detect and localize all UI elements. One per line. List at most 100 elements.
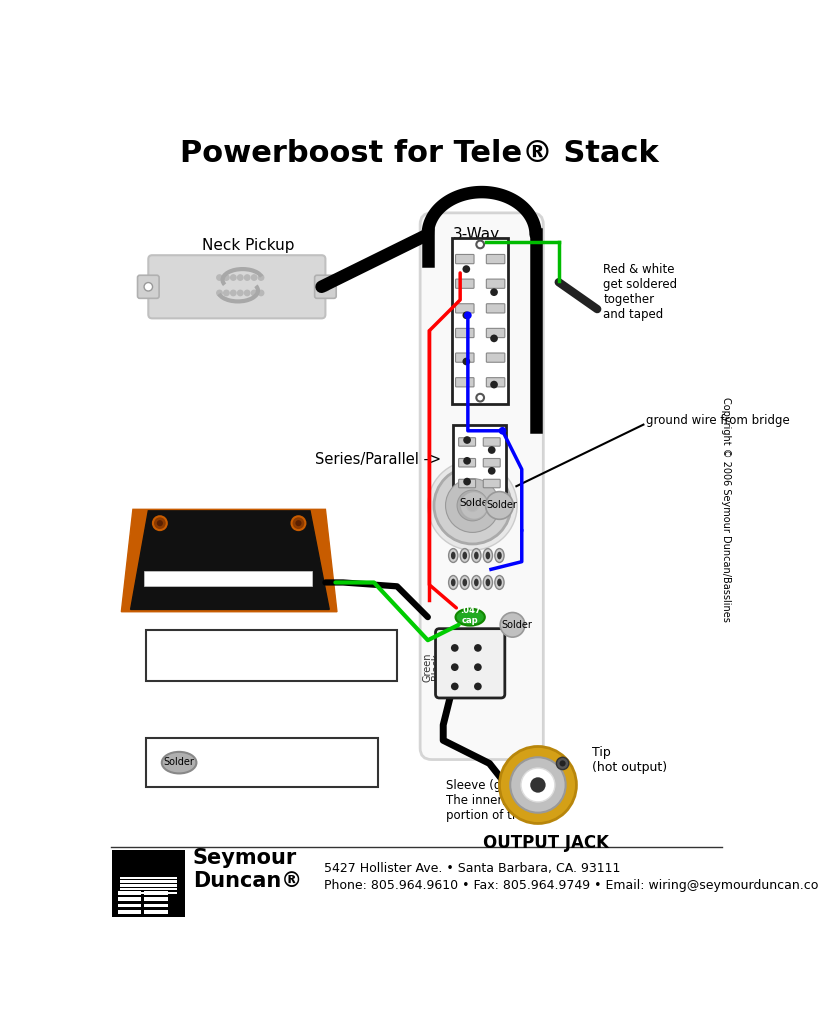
- Ellipse shape: [474, 551, 478, 559]
- Text: Neck Pickup: Neck Pickup: [202, 237, 295, 253]
- FancyBboxPatch shape: [148, 255, 325, 318]
- Ellipse shape: [451, 579, 455, 586]
- Circle shape: [144, 283, 152, 291]
- Circle shape: [258, 290, 264, 295]
- Circle shape: [457, 490, 488, 521]
- Text: Solder: Solder: [164, 757, 195, 767]
- Ellipse shape: [460, 549, 469, 563]
- Ellipse shape: [472, 549, 481, 563]
- Ellipse shape: [451, 551, 455, 559]
- Bar: [144, 903, 168, 908]
- FancyBboxPatch shape: [486, 279, 505, 288]
- Circle shape: [292, 516, 305, 530]
- Circle shape: [474, 683, 482, 690]
- Ellipse shape: [486, 579, 491, 586]
- FancyBboxPatch shape: [459, 459, 476, 467]
- Circle shape: [460, 492, 488, 519]
- FancyBboxPatch shape: [459, 437, 476, 447]
- Bar: [144, 910, 168, 914]
- FancyBboxPatch shape: [453, 425, 505, 494]
- Text: 5427 Hollister Ave. • Santa Barbara, CA. 93111: 5427 Hollister Ave. • Santa Barbara, CA.…: [324, 862, 620, 875]
- Ellipse shape: [463, 551, 467, 559]
- Ellipse shape: [495, 549, 504, 563]
- Circle shape: [217, 290, 222, 295]
- FancyBboxPatch shape: [483, 459, 500, 467]
- Ellipse shape: [472, 576, 481, 589]
- Text: Sleeve (ground).
The inner, circular
portion of the jack: Sleeve (ground). The inner, circular por…: [446, 779, 554, 822]
- Ellipse shape: [486, 551, 491, 559]
- FancyBboxPatch shape: [436, 629, 505, 698]
- Circle shape: [474, 644, 482, 652]
- Circle shape: [500, 747, 577, 824]
- FancyBboxPatch shape: [459, 480, 476, 488]
- Text: Phone: 805.964.9610 • Fax: 805.964.9749 • Email: wiring@seymourduncan.com: Phone: 805.964.9610 • Fax: 805.964.9749 …: [324, 879, 819, 892]
- Bar: [144, 897, 168, 901]
- Circle shape: [491, 288, 498, 296]
- Bar: [120, 876, 177, 879]
- FancyBboxPatch shape: [483, 437, 500, 447]
- FancyBboxPatch shape: [138, 276, 159, 298]
- Ellipse shape: [483, 549, 492, 563]
- FancyBboxPatch shape: [486, 328, 505, 338]
- Text: Copyright © 2006 Seymour Duncan/Basslines: Copyright © 2006 Seymour Duncan/Bassline…: [721, 397, 731, 622]
- Circle shape: [488, 467, 495, 474]
- FancyBboxPatch shape: [486, 353, 505, 363]
- Circle shape: [153, 516, 167, 530]
- FancyBboxPatch shape: [455, 353, 474, 363]
- Bar: [144, 891, 168, 895]
- Ellipse shape: [495, 576, 504, 589]
- Circle shape: [486, 492, 514, 519]
- Text: Solder: Solder: [501, 620, 532, 630]
- Circle shape: [451, 644, 459, 652]
- Circle shape: [446, 479, 500, 533]
- Circle shape: [530, 777, 545, 793]
- FancyBboxPatch shape: [455, 255, 474, 264]
- Circle shape: [477, 394, 484, 402]
- FancyBboxPatch shape: [420, 212, 543, 759]
- Bar: [118, 891, 142, 895]
- FancyBboxPatch shape: [455, 328, 474, 338]
- Bar: [118, 897, 142, 901]
- Text: Black: Black: [431, 654, 441, 681]
- Ellipse shape: [497, 579, 502, 586]
- Circle shape: [245, 290, 250, 295]
- Polygon shape: [121, 510, 337, 611]
- Bar: [118, 903, 142, 908]
- Text: OUTPUT JACK: OUTPUT JACK: [482, 834, 609, 852]
- Bar: [112, 850, 185, 918]
- Ellipse shape: [497, 551, 502, 559]
- Circle shape: [463, 312, 470, 319]
- Circle shape: [321, 283, 329, 291]
- Ellipse shape: [449, 549, 458, 563]
- Text: Tip
(hot output): Tip (hot output): [592, 746, 667, 774]
- Circle shape: [238, 290, 243, 295]
- Ellipse shape: [162, 752, 197, 774]
- Circle shape: [156, 520, 163, 526]
- Text: Red & white
get soldered
together
and taped: Red & white get soldered together and ta…: [604, 263, 677, 321]
- Ellipse shape: [455, 608, 485, 626]
- Circle shape: [464, 436, 471, 443]
- Text: .047
cap: .047 cap: [459, 606, 481, 626]
- Ellipse shape: [449, 576, 458, 589]
- Circle shape: [474, 663, 482, 671]
- Circle shape: [224, 275, 229, 281]
- Circle shape: [451, 663, 459, 671]
- Ellipse shape: [474, 579, 478, 586]
- Bar: [120, 888, 177, 891]
- Text: Solder: Solder: [459, 498, 493, 509]
- Circle shape: [296, 520, 301, 526]
- Circle shape: [464, 312, 472, 319]
- Circle shape: [258, 275, 264, 281]
- Circle shape: [434, 467, 511, 544]
- FancyBboxPatch shape: [455, 378, 474, 386]
- Text: Seymour
Duncan®: Seymour Duncan®: [193, 848, 302, 891]
- Bar: [120, 885, 177, 887]
- Circle shape: [451, 683, 459, 690]
- FancyBboxPatch shape: [146, 630, 397, 681]
- FancyBboxPatch shape: [455, 304, 474, 313]
- Text: Series/Parallel ->: Series/Parallel ->: [314, 452, 441, 467]
- FancyBboxPatch shape: [452, 238, 508, 404]
- FancyBboxPatch shape: [483, 480, 500, 488]
- Circle shape: [245, 275, 250, 281]
- FancyBboxPatch shape: [314, 276, 336, 298]
